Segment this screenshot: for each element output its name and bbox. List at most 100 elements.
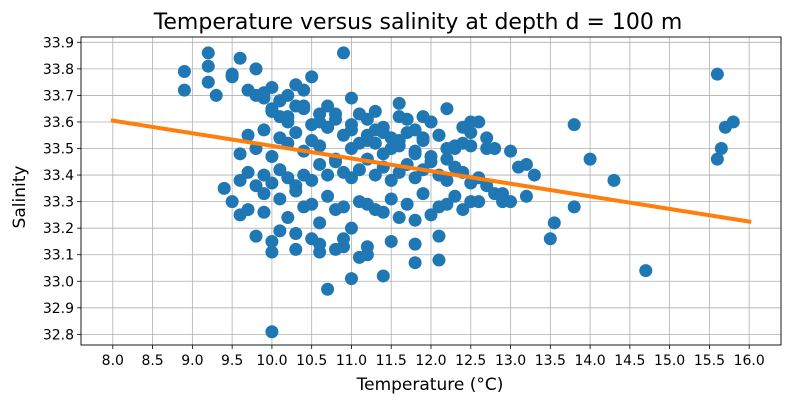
data-point — [201, 46, 215, 60]
x-tick-label: 10.0 — [256, 353, 287, 369]
x-axis-ticks: 8.0 8.5 9.0 9.5 10.0 10.5 11.0 11.5 12.0 12.5 13.0… — [102, 345, 765, 369]
data-point — [249, 229, 263, 243]
data-point — [233, 173, 247, 187]
data-point — [321, 282, 335, 296]
data-point — [233, 51, 247, 65]
y-tick-label: 33.5 — [43, 142, 74, 158]
data-point — [344, 221, 358, 235]
data-point — [567, 118, 581, 132]
data-point — [519, 189, 533, 203]
data-point — [257, 168, 271, 182]
data-point — [265, 245, 279, 259]
x-tick-label: 15.5 — [694, 353, 725, 369]
x-tick-label: 8.5 — [141, 353, 163, 369]
data-point — [265, 149, 279, 163]
data-point — [543, 232, 557, 246]
x-tick-label: 13.0 — [495, 353, 526, 369]
data-point — [289, 126, 303, 140]
data-point — [368, 203, 382, 217]
data-point — [607, 173, 621, 187]
data-point — [440, 152, 454, 166]
data-point — [344, 272, 358, 286]
data-point — [416, 134, 430, 148]
data-point — [289, 184, 303, 198]
data-point — [416, 187, 430, 201]
x-tick-label: 14.0 — [575, 353, 606, 369]
data-point — [273, 131, 287, 145]
x-tick-label: 10.5 — [296, 353, 327, 369]
x-tick-label: 11.0 — [336, 353, 367, 369]
x-tick-label: 8.0 — [102, 353, 124, 369]
data-point — [344, 171, 358, 185]
fit-line-group — [110, 118, 752, 224]
data-point — [177, 83, 191, 97]
y-tick-label: 32.9 — [43, 301, 74, 317]
y-axis-label: Salinity — [10, 166, 30, 229]
data-point — [639, 264, 653, 278]
x-axis-label: Temperature (°C) — [356, 375, 504, 395]
data-point — [488, 142, 502, 156]
data-point — [360, 240, 374, 254]
data-point — [368, 168, 382, 182]
data-point — [384, 173, 398, 187]
data-point — [527, 168, 541, 182]
data-point — [337, 200, 350, 214]
data-point — [337, 46, 350, 60]
data-point — [265, 325, 279, 339]
data-point — [360, 112, 374, 126]
data-point — [464, 126, 478, 140]
data-point — [321, 99, 335, 113]
data-point — [289, 242, 303, 256]
data-point — [408, 144, 422, 158]
data-point — [241, 203, 255, 217]
data-point — [337, 128, 350, 142]
data-point — [726, 115, 740, 129]
data-point — [456, 203, 470, 217]
data-point — [201, 75, 215, 89]
data-point — [201, 59, 215, 73]
data-point — [504, 144, 518, 158]
data-point — [496, 195, 510, 209]
data-point — [337, 232, 350, 246]
data-point — [384, 192, 398, 206]
x-tick-label: 9.0 — [181, 353, 203, 369]
data-point — [273, 224, 287, 238]
data-point — [376, 120, 390, 134]
data-point — [305, 197, 319, 211]
data-point — [241, 128, 255, 142]
data-point — [257, 123, 271, 137]
data-point — [464, 115, 478, 129]
data-point — [424, 208, 438, 222]
data-point — [297, 99, 311, 113]
gridlines — [81, 37, 781, 345]
data-point — [432, 128, 446, 142]
data-point — [257, 205, 271, 219]
y-tick-label: 33.0 — [43, 274, 74, 290]
data-point — [265, 176, 279, 190]
data-point — [424, 149, 438, 163]
data-point — [177, 65, 191, 79]
data-point — [209, 88, 223, 102]
x-tick-label: 12.5 — [455, 353, 486, 369]
x-tick-label: 14.5 — [614, 353, 645, 369]
data-point — [289, 226, 303, 240]
y-axis-ticks: 32.8 32.9 33.0 33.1 33.2 33.3 33.4 33.5 33.6 33.7… — [43, 35, 81, 343]
x-tick-label: 11.5 — [376, 353, 407, 369]
data-point — [273, 94, 287, 108]
y-tick-label: 33.3 — [43, 195, 74, 211]
data-point — [448, 139, 462, 153]
x-tick-label: 9.5 — [221, 353, 243, 369]
data-point — [241, 165, 255, 179]
data-point — [714, 142, 728, 156]
data-point — [392, 96, 406, 110]
data-point — [440, 173, 454, 187]
data-point — [384, 234, 398, 248]
data-point — [257, 187, 271, 201]
data-point — [416, 110, 430, 124]
data-point — [321, 168, 335, 182]
data-point — [547, 216, 561, 230]
data-point — [464, 195, 478, 209]
data-point — [480, 131, 494, 145]
data-point — [432, 200, 446, 214]
